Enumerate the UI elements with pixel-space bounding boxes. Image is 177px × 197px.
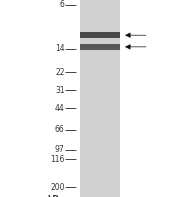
Text: 6: 6: [60, 0, 65, 9]
Text: 44: 44: [55, 104, 65, 113]
Bar: [80, 0, 120, 197]
Text: kDa: kDa: [47, 195, 65, 197]
Bar: [80, 44, 120, 50]
Text: 66: 66: [55, 125, 65, 134]
Text: 22: 22: [55, 68, 65, 77]
Text: 97: 97: [55, 145, 65, 154]
Text: 14: 14: [55, 44, 65, 53]
Bar: [80, 32, 120, 38]
Text: 200: 200: [50, 183, 65, 192]
Text: 116: 116: [50, 155, 65, 164]
Text: 31: 31: [55, 86, 65, 95]
